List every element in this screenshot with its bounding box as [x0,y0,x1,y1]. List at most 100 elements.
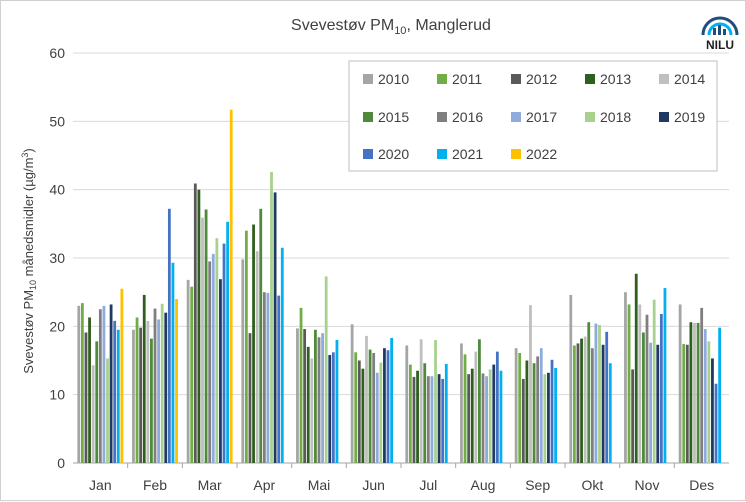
bar-jul-2018 [434,340,437,463]
bar-aug-2013 [470,368,474,463]
bar-feb-2011 [135,317,139,463]
bar-mai-2013 [306,346,310,463]
chart-title: Svevestøv PM10, Manglerud [291,17,491,37]
x-tick-label-feb: Feb [143,477,167,493]
bar-mai-2020 [331,352,335,463]
bar-jan-2020 [113,320,117,463]
legend: 2010 2011 2012 2013 2014 2015 2016 2017 2018 2019… [348,60,718,172]
bar-feb-2012 [139,327,143,463]
legend-label-2015: 2015 [378,109,409,125]
bar-mar-2022 [229,109,233,463]
bar-nov-2012 [631,369,635,463]
bar-apr-2021 [280,247,284,463]
bar-feb-2018 [160,303,164,463]
bar-okt-2018 [598,324,601,463]
bar-apr-2014 [255,251,259,463]
bar-apr-2013 [252,224,255,463]
bar-aug-2021 [499,370,503,463]
bar-sep-2019 [547,372,550,463]
bar-feb-2021 [171,262,175,463]
y-tick-label-30: 30 [49,250,65,266]
bars [77,109,722,463]
y-axis-label-subscript: 10 [28,280,38,290]
y-tick-label-60: 60 [49,45,65,61]
bar-mar-2016 [208,261,212,463]
bar-aug-2018 [488,369,492,463]
legend-swatch-2018 [585,112,595,122]
y-tick-label-10: 10 [49,387,65,403]
bar-mai-2017 [321,333,324,463]
bar-aug-2015 [478,339,481,463]
bar-jul-2021 [444,363,448,463]
bar-okt-2021 [608,363,612,463]
bar-aug-2010 [460,343,463,463]
bar-mai-2019 [328,355,332,463]
bar-jan-2022 [120,288,124,463]
bar-sep-2020 [550,359,554,463]
legend-label-2013: 2013 [600,71,631,87]
bar-mar-2013 [197,189,201,463]
bar-jan-2013 [88,317,91,463]
bar-aug-2011 [463,354,467,463]
bar-sep-2017 [539,348,543,463]
x-tick-label-jan: Jan [89,477,112,493]
bar-aug-2017 [485,376,488,463]
bar-jul-2019 [437,374,441,463]
bar-des-2017 [703,329,707,463]
bar-des-2016 [700,307,704,463]
bar-mai-2010 [296,328,299,463]
legend-label-2021: 2021 [452,146,483,162]
legend-swatch-2015 [363,112,373,122]
bar-jun-2017 [375,372,379,463]
bar-mai-2021 [335,340,339,463]
x-tick-label-apr: Apr [253,477,275,493]
bar-mar-2014 [201,217,204,463]
bar-okt-2013 [580,338,583,463]
bar-jan-2010 [77,305,81,463]
bar-jan-2019 [109,304,113,463]
bar-apr-2015 [259,208,263,463]
legend-swatch-2022 [511,149,521,159]
bar-jul-2010 [405,345,409,463]
bar-jun-2021 [390,337,394,463]
legend-label-2016: 2016 [452,109,483,125]
x-tick-label-sep: Sep [525,477,550,493]
bar-nov-2016 [645,314,649,463]
bar-mar-2021 [226,221,230,463]
bar-jul-2012 [412,376,416,463]
y-tick-label-0: 0 [57,455,65,471]
bar-jun-2012 [357,360,361,463]
x-tick-label-des: Des [689,477,714,493]
bar-apr-2016 [262,292,266,463]
bar-mar-2017 [211,253,215,463]
bar-aug-2019 [492,364,496,463]
legend-swatch-2016 [437,112,447,122]
legend-label-2020: 2020 [378,146,409,162]
bar-jan-2015 [95,341,99,463]
bar-jan-2016 [98,309,102,463]
legend-swatch-2011 [437,74,447,84]
bar-des-2014 [693,322,696,463]
y-tick-labels: 0 10 20 30 40 50 60 [49,45,65,471]
bar-jan-2012 [84,332,88,463]
bar-feb-2010 [132,329,135,463]
bar-feb-2017 [157,319,160,463]
bar-mai-2011 [299,307,303,463]
bar-mar-2011 [190,286,194,463]
bar-okt-2012 [576,343,580,463]
x-tick-label-jul: Jul [419,477,437,493]
bar-apr-2010 [241,259,245,463]
y-axis-label-unit: månedsmidler (µg/m [21,158,36,280]
bar-nov-2015 [642,332,645,463]
bar-jun-2019 [383,348,386,463]
bar-okt-2019 [601,344,605,463]
bar-nov-2019 [656,344,660,463]
bar-nov-2018 [652,299,656,463]
bar-mai-2018 [324,276,328,463]
bar-nov-2021 [663,288,667,463]
bar-mar-2015 [204,209,208,463]
legend-label-2017: 2017 [526,109,557,125]
bar-jun-2011 [354,352,358,463]
bar-des-2010 [678,304,682,463]
